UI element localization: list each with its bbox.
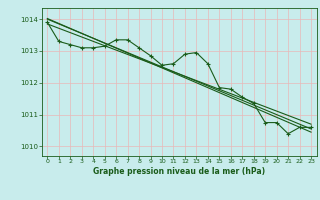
X-axis label: Graphe pression niveau de la mer (hPa): Graphe pression niveau de la mer (hPa) [93,167,265,176]
